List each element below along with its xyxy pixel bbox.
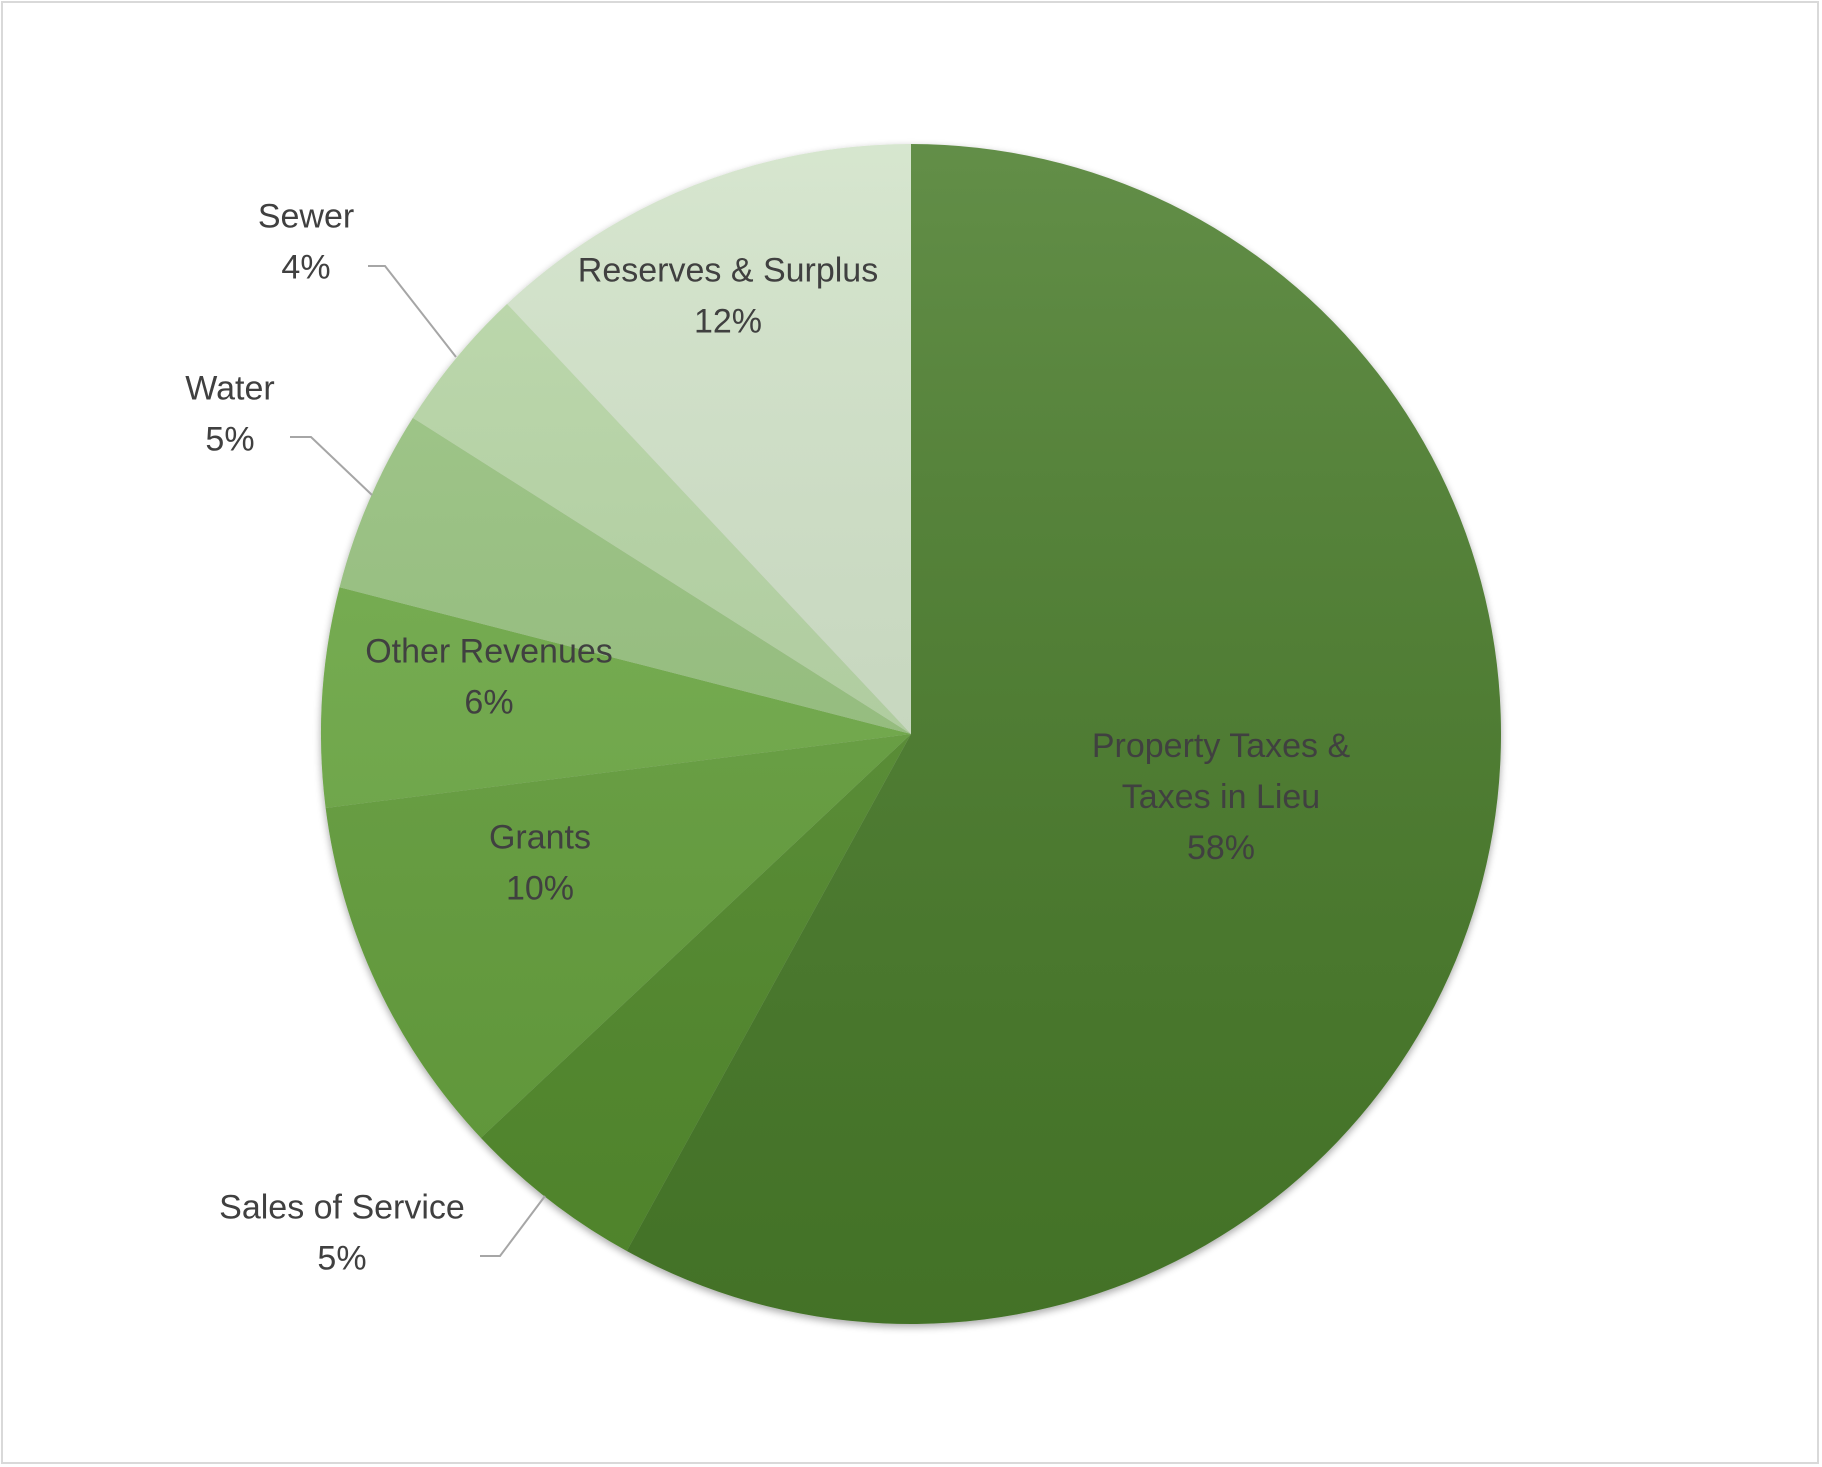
- data-label: Sewer 4%: [258, 198, 354, 287]
- data-label-category: Water: [185, 370, 274, 408]
- data-label-percent: 12%: [694, 303, 762, 341]
- data-label-percent: 5%: [317, 1240, 366, 1278]
- data-label-category: Taxes in Lieu: [1122, 778, 1320, 816]
- data-label-category: Property Taxes &: [1092, 727, 1351, 765]
- data-label: Reserves & Surplus 12%: [578, 252, 878, 341]
- data-label: Water 5%: [185, 370, 274, 459]
- data-label-percent: 6%: [464, 684, 513, 722]
- data-label: Other Revenues 6%: [365, 633, 613, 722]
- data-label-percent: 58%: [1187, 829, 1255, 867]
- data-label: Property Taxes & Taxes in Lieu 58%: [1092, 727, 1351, 867]
- leader-line: [290, 436, 373, 496]
- data-label-category: Other Revenues: [365, 633, 613, 671]
- slice-labels: Property Taxes & Taxes in Lieu 58% Sales of…: [185, 198, 1350, 1278]
- data-label-percent: 4%: [281, 249, 330, 287]
- leader-lines: [290, 265, 546, 1257]
- data-label-category: Grants: [489, 819, 591, 857]
- data-label-percent: 10%: [506, 870, 574, 908]
- leader-line: [368, 265, 457, 358]
- data-label-category: Sales of Service: [219, 1189, 465, 1227]
- data-label: Sales of Service 5%: [219, 1189, 465, 1278]
- leader-line: [480, 1195, 546, 1257]
- data-label-percent: 5%: [205, 421, 254, 459]
- data-label-category: Sewer: [258, 198, 354, 236]
- data-label-category: Reserves & Surplus: [578, 252, 878, 290]
- data-label: Grants 10%: [489, 819, 591, 908]
